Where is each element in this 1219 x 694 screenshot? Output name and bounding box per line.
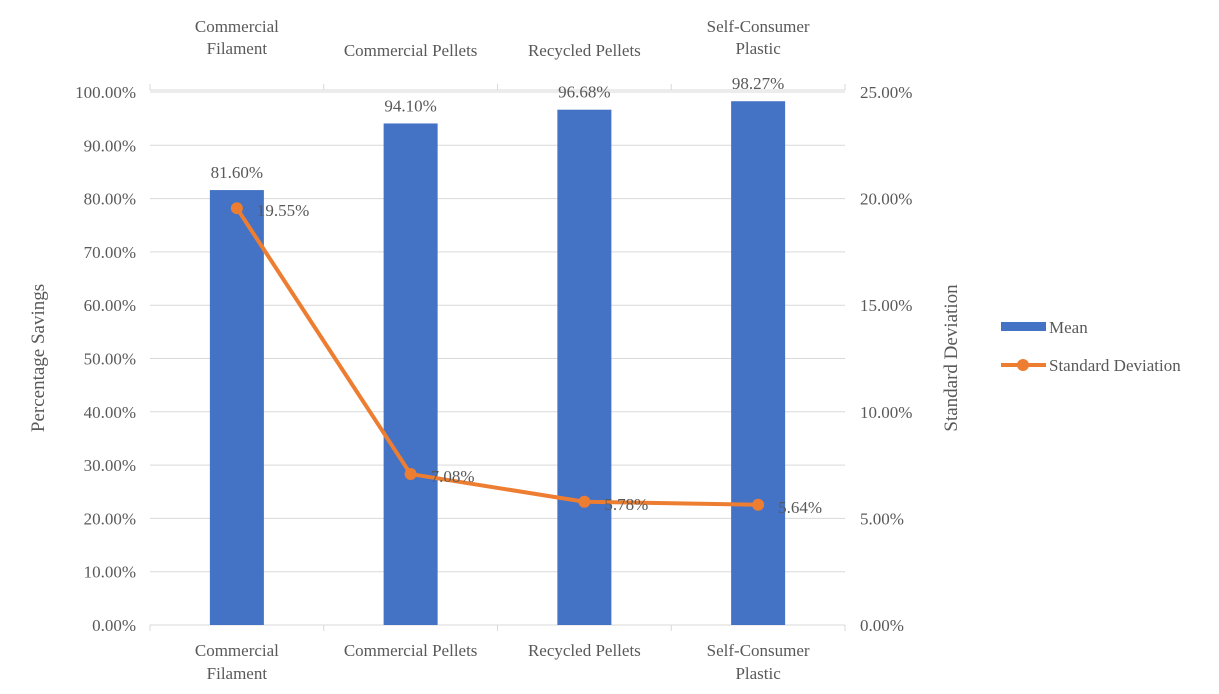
x2-category-label: Filament: [207, 39, 268, 58]
std-dev-point: [578, 495, 591, 508]
y-tick-label: 80.00%: [84, 190, 136, 209]
y2-tick-label: 25.00%: [860, 83, 912, 102]
y2-tick-label: 10.00%: [860, 403, 912, 422]
bar-mean: [383, 123, 438, 626]
std-dev-point: [752, 498, 765, 511]
line-data-label: 7.08%: [431, 467, 475, 486]
x-category-label: Recycled Pellets: [528, 641, 641, 660]
y-tick-label: 0.00%: [92, 616, 136, 635]
y-tick-label: 70.00%: [84, 243, 136, 262]
bar-data-label: 98.27%: [732, 74, 784, 93]
x2-category-label: Plastic: [735, 39, 781, 58]
y-tick-label: 90.00%: [84, 136, 136, 155]
std-dev-point: [230, 202, 243, 215]
bar-data-label: 81.60%: [211, 163, 263, 182]
y-tick-label: 20.00%: [84, 509, 136, 528]
x-category-label: Commercial: [195, 641, 279, 660]
bar-mean: [557, 109, 612, 625]
bar-mean: [209, 190, 264, 625]
std-dev-line: [235, 207, 759, 507]
legend-mean-label: Mean: [1049, 318, 1088, 337]
y-tick-label: 50.00%: [84, 350, 136, 369]
bar-mean: [731, 101, 786, 626]
y2-tick-label: 5.00%: [860, 509, 904, 528]
std-dev-point: [404, 468, 417, 481]
y2-tick-label: 20.00%: [860, 190, 912, 209]
line-data-label: 5.64%: [778, 498, 822, 517]
line-data-label: 5.78%: [604, 495, 648, 514]
legend-std-label: Standard Deviation: [1049, 356, 1181, 375]
y2-tick-label: 15.00%: [860, 296, 912, 315]
legend-mean-swatch: [1001, 322, 1046, 331]
line-data-label: 19.55%: [257, 201, 309, 220]
x-category-label: Self-Consumer: [707, 641, 810, 660]
legend-std-marker: [1017, 359, 1029, 371]
y-tick-label: 10.00%: [84, 563, 136, 582]
bar-data-label: 94.10%: [384, 96, 436, 115]
y-tick-label: 40.00%: [84, 403, 136, 422]
x-category-label: Plastic: [735, 664, 781, 683]
y-axis-title: Percentage Savings: [28, 284, 49, 432]
y-tick-label: 30.00%: [84, 456, 136, 475]
y-tick-label: 60.00%: [84, 296, 136, 315]
y-tick-label: 100.00%: [75, 83, 136, 102]
y2-axis-title: Standard Deviation: [941, 284, 962, 432]
x2-category-label: Commercial Pellets: [344, 41, 478, 60]
x2-category-label: Recycled Pellets: [528, 41, 641, 60]
x2-category-label: Self-Consumer: [707, 17, 810, 36]
x-category-label: Filament: [207, 664, 268, 683]
bar-data-label: 96.68%: [558, 83, 610, 102]
y2-tick-label: 0.00%: [860, 616, 904, 635]
x-category-label: Commercial Pellets: [344, 641, 478, 660]
x2-category-label: Commercial: [195, 17, 279, 36]
